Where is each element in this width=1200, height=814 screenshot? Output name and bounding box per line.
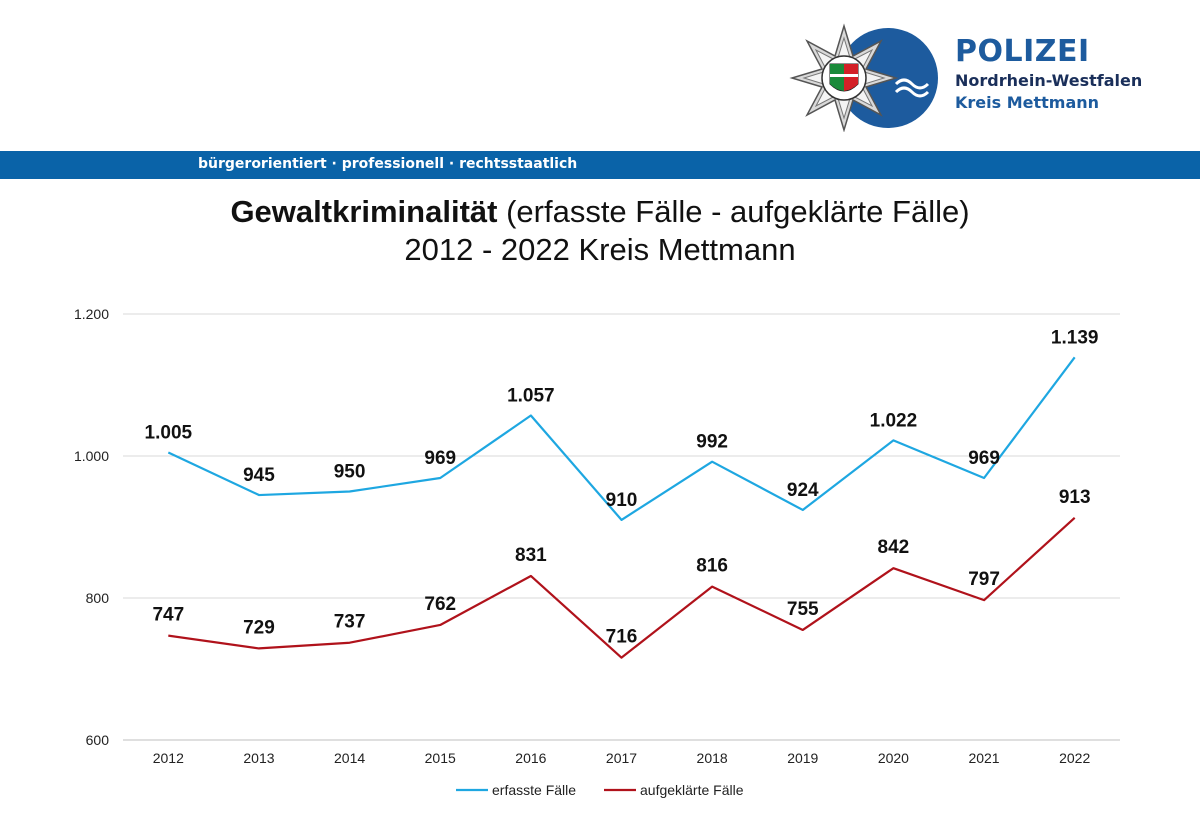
data-label-aufgeklaerte: 716 bbox=[606, 627, 638, 648]
legend-label: aufgeklärte Fälle bbox=[640, 782, 744, 798]
data-label-erfasste: 969 bbox=[424, 448, 456, 469]
brand-text: POLIZEI Nordrhein-Westfalen Kreis Mettma… bbox=[955, 34, 1142, 114]
y-tick-label: 600 bbox=[86, 732, 110, 748]
data-label-erfasste: 1.139 bbox=[1051, 327, 1099, 348]
data-label-aufgeklaerte: 831 bbox=[515, 545, 547, 566]
data-label-aufgeklaerte: 913 bbox=[1059, 487, 1091, 508]
police-star-icon bbox=[789, 23, 938, 132]
y-tick-label: 1.200 bbox=[74, 306, 109, 322]
data-label-aufgeklaerte: 797 bbox=[968, 569, 1000, 590]
data-label-erfasste: 969 bbox=[968, 448, 1000, 469]
legend-label: erfasste Fälle bbox=[492, 782, 576, 798]
chart-title-rest: (erfasste Fälle - aufgeklärte Fälle) bbox=[497, 194, 970, 229]
data-label-erfasste: 992 bbox=[696, 432, 728, 453]
data-label-erfasste: 910 bbox=[606, 490, 638, 511]
x-tick-label: 2015 bbox=[425, 750, 456, 766]
x-tick-label: 2022 bbox=[1059, 750, 1090, 766]
data-label-aufgeklaerte: 747 bbox=[152, 605, 184, 626]
data-label-aufgeklaerte: 755 bbox=[787, 599, 819, 620]
data-label-aufgeklaerte: 737 bbox=[334, 612, 366, 633]
data-label-erfasste: 1.057 bbox=[507, 386, 555, 407]
x-tick-label: 2018 bbox=[697, 750, 728, 766]
x-tick-label: 2019 bbox=[787, 750, 818, 766]
x-tick-label: 2020 bbox=[878, 750, 909, 766]
police-logo: POLIZEI Nordrhein-Westfalen Kreis Mettma… bbox=[788, 22, 1148, 132]
brand-district: Kreis Mettmann bbox=[955, 93, 1100, 112]
slogan-band: bürgerorientiert · professionell · recht… bbox=[0, 151, 1200, 179]
x-tick-label: 2021 bbox=[968, 750, 999, 766]
data-label-aufgeklaerte: 842 bbox=[878, 537, 910, 558]
data-label-erfasste: 1.005 bbox=[145, 422, 193, 443]
x-tick-label: 2017 bbox=[606, 750, 637, 766]
y-tick-label: 800 bbox=[86, 590, 110, 606]
chart-title: Gewaltkriminalität (erfasste Fälle - auf… bbox=[0, 193, 1200, 269]
data-label-erfasste: 924 bbox=[787, 480, 819, 501]
x-tick-label: 2013 bbox=[243, 750, 274, 766]
data-label-erfasste: 1.022 bbox=[870, 410, 918, 431]
y-tick-label: 1.000 bbox=[74, 448, 109, 464]
x-tick-label: 2016 bbox=[515, 750, 546, 766]
slogan-text: bürgerorientiert · professionell · recht… bbox=[198, 156, 578, 172]
data-label-aufgeklaerte: 816 bbox=[696, 556, 728, 577]
chart-title-bold: Gewaltkriminalität bbox=[230, 194, 498, 229]
x-tick-label: 2014 bbox=[334, 750, 365, 766]
chart-subtitle: 2012 - 2022 Kreis Mettmann bbox=[404, 232, 796, 267]
data-label-aufgeklaerte: 762 bbox=[424, 594, 456, 615]
data-label-aufgeklaerte: 729 bbox=[243, 617, 275, 638]
data-label-erfasste: 945 bbox=[243, 465, 275, 486]
data-label-erfasste: 950 bbox=[334, 462, 366, 483]
brand-title: POLIZEI bbox=[955, 34, 1090, 69]
brand-state: Nordrhein-Westfalen bbox=[955, 71, 1143, 90]
x-tick-label: 2012 bbox=[153, 750, 184, 766]
